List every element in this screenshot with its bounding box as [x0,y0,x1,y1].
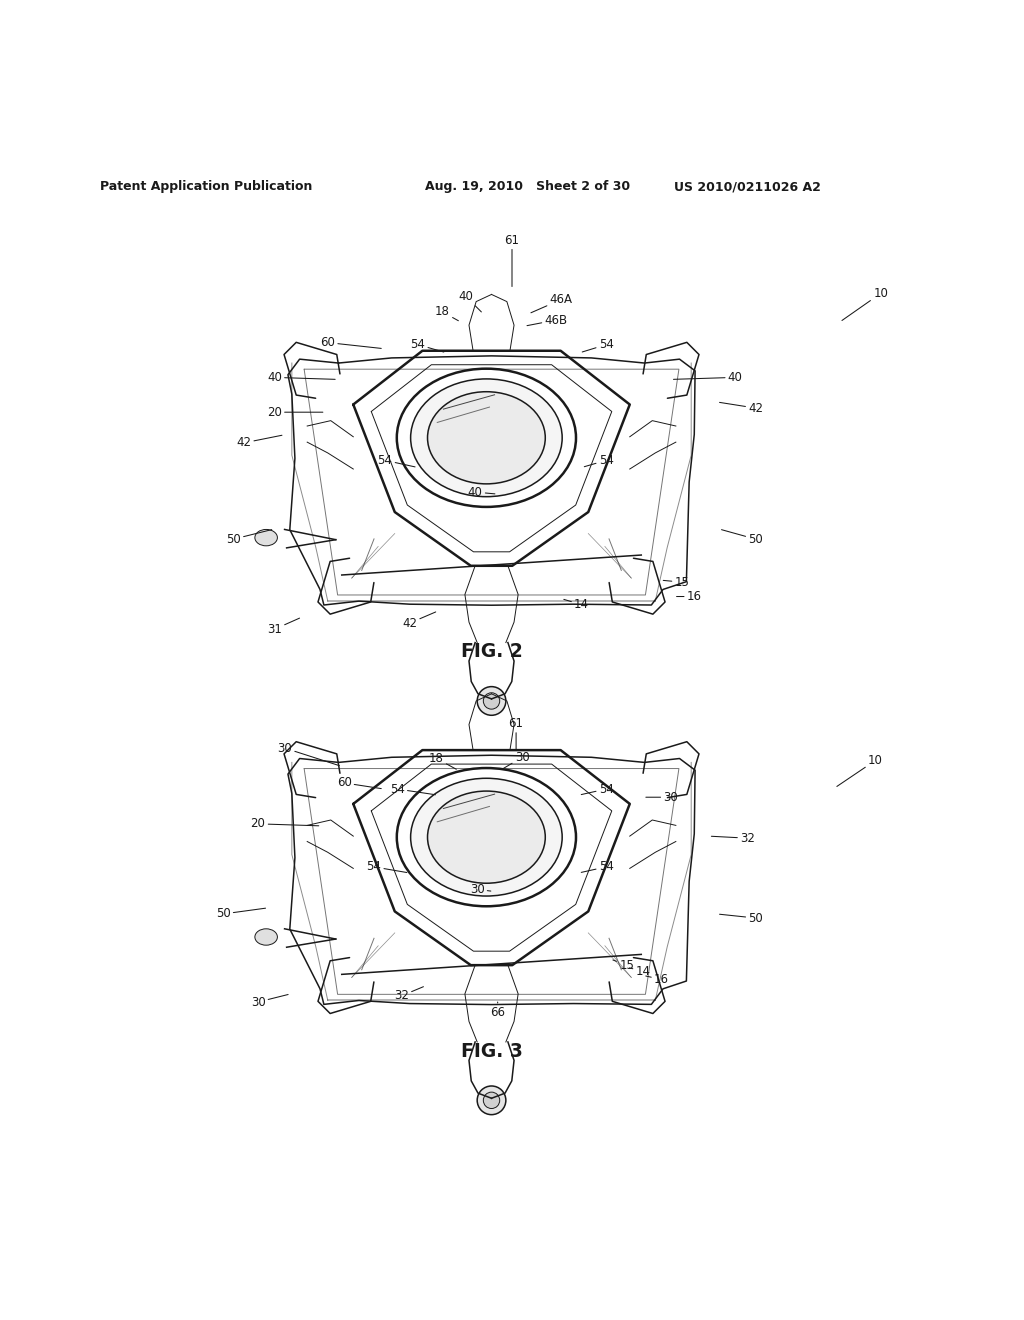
Text: 54: 54 [390,783,435,796]
Ellipse shape [255,529,278,546]
Ellipse shape [411,779,562,896]
Text: 54: 54 [367,861,407,874]
Text: 50: 50 [720,912,763,924]
Text: 14: 14 [564,598,589,611]
Text: 32: 32 [712,832,755,845]
Text: 54: 54 [583,338,613,352]
Text: 54: 54 [585,454,613,467]
Text: 46B: 46B [527,314,567,326]
Text: 30: 30 [278,742,339,766]
Text: 30: 30 [502,751,529,770]
Text: 54: 54 [582,861,613,874]
Circle shape [477,686,506,715]
Text: US 2010/0211026 A2: US 2010/0211026 A2 [674,181,820,194]
Text: 20: 20 [267,405,323,418]
Text: 42: 42 [402,612,436,630]
Text: 16: 16 [677,590,701,603]
Text: 61: 61 [505,234,519,286]
Text: 16: 16 [646,973,669,986]
Text: 10: 10 [837,754,883,787]
Text: 40: 40 [459,290,481,312]
Text: 60: 60 [321,337,381,348]
Circle shape [483,693,500,709]
Text: 40: 40 [674,371,742,384]
Text: FIG. 2: FIG. 2 [461,643,522,661]
Text: 18: 18 [435,305,459,321]
Text: Patent Application Publication: Patent Application Publication [100,181,312,194]
Circle shape [477,1086,506,1114]
Text: Aug. 19, 2010   Sheet 2 of 30: Aug. 19, 2010 Sheet 2 of 30 [425,181,630,194]
Text: 50: 50 [226,529,271,545]
Text: 46A: 46A [530,293,572,313]
Text: 66: 66 [490,1002,505,1019]
Text: 14: 14 [630,965,650,978]
Text: 30: 30 [251,994,288,1008]
Ellipse shape [411,379,562,496]
Text: 54: 54 [411,338,443,352]
Text: 30: 30 [470,883,490,896]
Text: 61: 61 [509,717,523,750]
Ellipse shape [255,929,278,945]
Text: 10: 10 [842,286,888,321]
Text: 15: 15 [613,958,634,972]
Text: 20: 20 [251,817,318,830]
Text: 60: 60 [337,776,381,789]
Text: 40: 40 [267,371,335,384]
Text: 54: 54 [378,454,415,467]
Ellipse shape [428,791,545,883]
Circle shape [483,1092,500,1109]
Text: FIG. 3: FIG. 3 [461,1041,522,1061]
Text: 50: 50 [722,529,763,545]
Text: 18: 18 [429,752,457,770]
Text: 54: 54 [582,783,613,796]
Text: 42: 42 [720,401,763,414]
Text: 30: 30 [646,791,678,804]
Text: 42: 42 [237,436,282,449]
Text: 50: 50 [216,907,265,920]
Ellipse shape [428,392,545,484]
Text: 15: 15 [664,576,689,589]
Text: 40: 40 [468,486,495,499]
Text: 31: 31 [267,618,300,636]
Text: 32: 32 [394,986,423,1002]
